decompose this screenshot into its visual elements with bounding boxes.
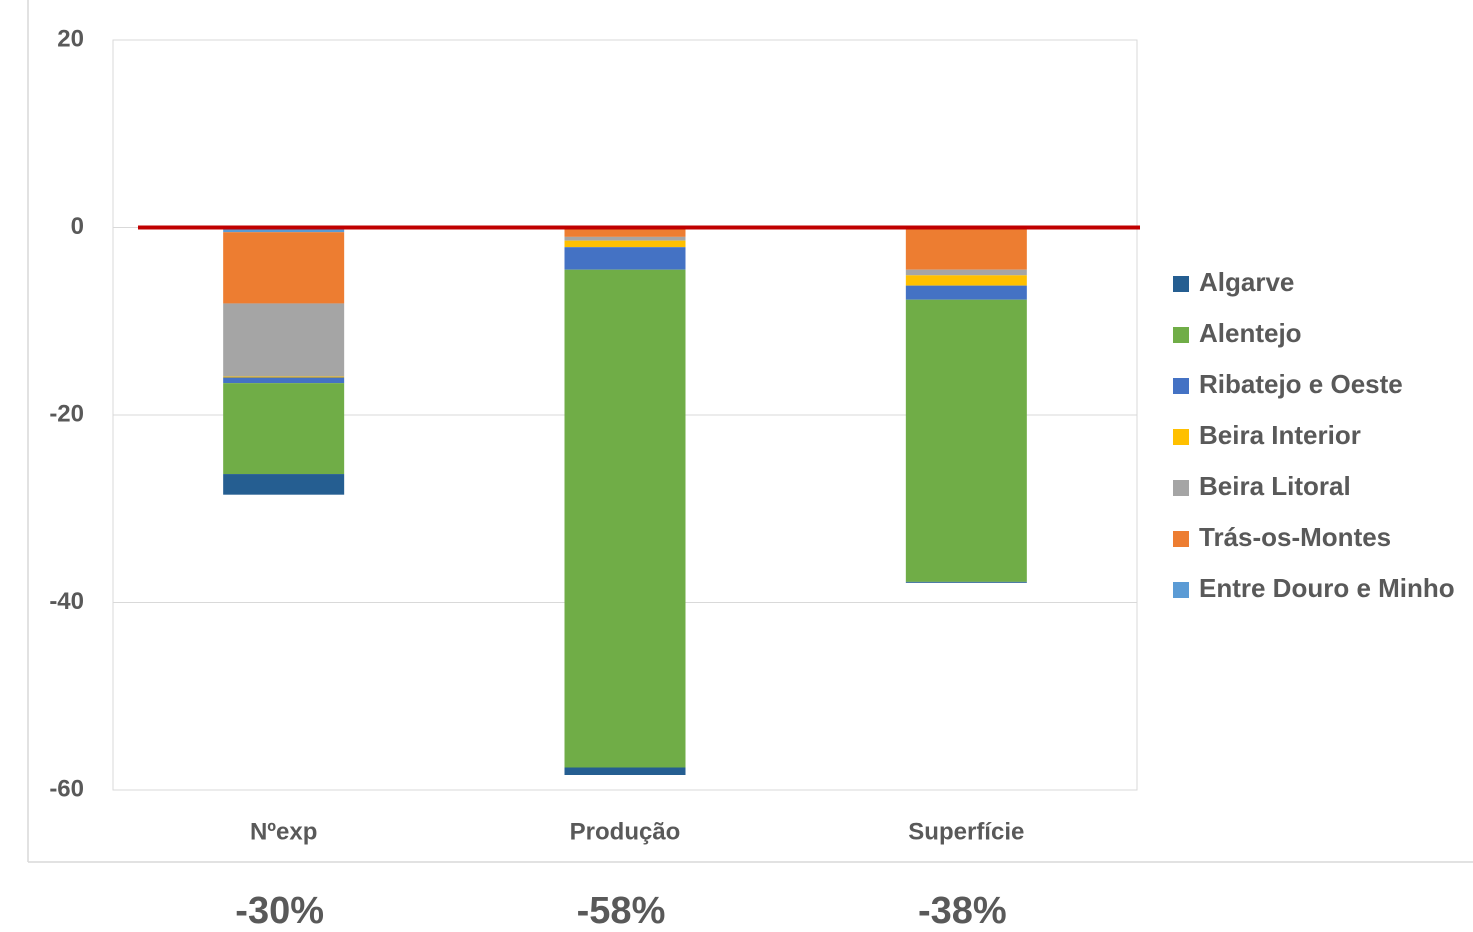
legend-swatch (1173, 480, 1189, 496)
x-tick-label: Nºexp (250, 818, 317, 845)
legend-label: Ribatejo e Oeste (1199, 369, 1403, 399)
legend-label: Trás-os-Montes (1199, 522, 1391, 552)
legend-label: Beira Litoral (1199, 471, 1351, 501)
legend-swatch (1173, 429, 1189, 445)
bar-segment (223, 376, 345, 378)
bar-segment (223, 383, 345, 475)
y-tick-label: 20 (57, 25, 84, 52)
bar-segment (905, 581, 1027, 583)
y-tick-label: 0 (71, 213, 84, 240)
y-tick-label: -40 (49, 588, 84, 615)
legend-label: Alentejo (1199, 318, 1302, 348)
legend-swatch (1173, 531, 1189, 547)
annotation: -38% (918, 890, 1007, 932)
y-tick-label: -20 (49, 400, 84, 427)
bar-segment (223, 474, 345, 495)
bar-segment (564, 236, 686, 241)
legend-swatch (1173, 276, 1189, 292)
bar-segment (905, 299, 1027, 582)
bar-segment (564, 767, 686, 775)
legend-label: Beira Interior (1199, 420, 1361, 450)
x-tick-label: Produção (570, 818, 681, 845)
bar-segment (905, 285, 1027, 300)
bar-segment (223, 303, 345, 377)
bar-segment (223, 377, 345, 384)
bar-segment (223, 232, 345, 304)
legend-label: Algarve (1199, 267, 1294, 297)
bar-segment (564, 247, 686, 270)
bar-segment (905, 275, 1027, 286)
bar-segment (905, 228, 1027, 270)
bar-segment (905, 269, 1027, 276)
legend-swatch (1173, 378, 1189, 394)
legend-swatch (1173, 327, 1189, 343)
x-tick-label: Superfície (908, 818, 1024, 845)
annotation: -58% (577, 890, 666, 932)
annotation: -30% (235, 890, 324, 932)
bar-segment (223, 227, 345, 233)
bar-segment (564, 229, 686, 237)
legend-swatch (1173, 582, 1189, 598)
y-tick-label: -60 (49, 775, 84, 802)
legend-label: Entre Douro e Minho (1199, 573, 1455, 603)
bar-segment (564, 240, 686, 248)
bar-segment (564, 269, 686, 768)
